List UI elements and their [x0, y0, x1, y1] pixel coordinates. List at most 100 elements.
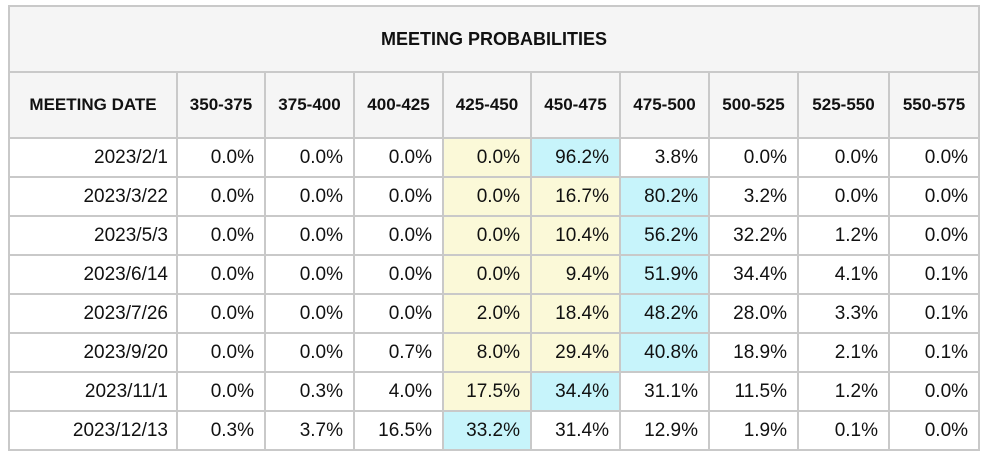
meeting-probabilities-table: MEETING PROBABILITIES MEETING DATE 350-37… — [7, 5, 981, 451]
probability-cell: 31.4% — [530, 410, 621, 451]
column-header-450-475: 450-475 — [530, 71, 621, 139]
probability-cell: 0.3% — [264, 371, 355, 412]
probability-cell: 1.9% — [708, 410, 799, 451]
probability-cell: 8.0% — [442, 332, 532, 373]
probability-cell: 51.9% — [619, 254, 710, 295]
column-header-375-400: 375-400 — [264, 71, 355, 139]
probability-cell: 0.1% — [887, 293, 981, 334]
probability-cell: 31.1% — [619, 371, 710, 412]
probability-cell: 0.0% — [353, 176, 444, 217]
probability-cell: 0.0% — [442, 254, 532, 295]
probability-cell: 28.0% — [708, 293, 799, 334]
probability-cell: 96.2% — [530, 137, 621, 178]
probability-cell: 0.0% — [887, 137, 981, 178]
probability-cell: 18.9% — [708, 332, 799, 373]
probability-cell: 16.5% — [353, 410, 444, 451]
probability-cell: 3.3% — [797, 293, 890, 334]
title-row: MEETING PROBABILITIES — [7, 5, 981, 73]
probability-cell: 0.0% — [442, 137, 532, 178]
probability-cell: 4.0% — [353, 371, 444, 412]
probability-cell: 80.2% — [619, 176, 710, 217]
probability-cell: 0.0% — [176, 293, 266, 334]
probability-cell: 11.5% — [708, 371, 799, 412]
probabilities-table-wrapper: MEETING PROBABILITIES MEETING DATE 350-37… — [7, 5, 981, 451]
probability-cell: 4.1% — [797, 254, 890, 295]
probability-cell: 0.0% — [353, 215, 444, 256]
probability-cell: 9.4% — [530, 254, 621, 295]
probability-cell: 0.0% — [887, 410, 981, 451]
meeting-date-cell: 2023/6/14 — [8, 254, 178, 295]
table-row: 2023/3/22 0.0% 0.0% 0.0% 0.0% 16.7% 80.2% 3.2% 0… — [8, 176, 981, 217]
column-header-475-500: 475-500 — [619, 71, 710, 139]
probability-cell: 0.0% — [176, 254, 266, 295]
probability-cell: 0.0% — [176, 215, 266, 256]
probability-cell: 2.1% — [797, 332, 890, 373]
probability-cell: 0.0% — [264, 137, 355, 178]
table-row: 2023/5/3 0.0% 0.0% 0.0% 0.0% 10.4% 56.2% 32.2% 1… — [8, 215, 981, 256]
meeting-date-cell: 2023/9/20 — [8, 332, 178, 373]
probability-cell: 33.2% — [442, 410, 532, 451]
probability-cell: 0.0% — [442, 176, 532, 217]
meeting-date-cell: 2023/3/22 — [8, 176, 178, 217]
probability-cell: 2.0% — [442, 293, 532, 334]
column-header-525-550: 525-550 — [797, 71, 890, 139]
table-row: 2023/7/26 0.0% 0.0% 0.0% 2.0% 18.4% 48.2% 28.0%… — [8, 293, 981, 334]
probability-cell: 16.7% — [530, 176, 621, 217]
table-row: 2023/11/1 0.0% 0.3% 4.0% 17.5% 34.4% 31.1% 11.5… — [8, 371, 981, 412]
meeting-date-cell: 2023/5/3 — [8, 215, 178, 256]
column-header-425-450: 425-450 — [442, 71, 532, 139]
probability-cell: 3.2% — [708, 176, 799, 217]
probability-cell: 0.0% — [176, 371, 266, 412]
probability-cell: 0.1% — [797, 410, 890, 451]
probability-cell: 0.0% — [264, 293, 355, 334]
table-body: 2023/2/1 0.0% 0.0% 0.0% 0.0% 96.2% 3.8% 0.0% 0.0… — [8, 137, 981, 451]
probability-cell: 0.0% — [353, 254, 444, 295]
column-header-550-575: 550-575 — [887, 71, 981, 139]
probability-cell: 0.0% — [176, 332, 266, 373]
probability-cell: 0.0% — [708, 137, 799, 178]
probability-cell: 0.0% — [797, 176, 890, 217]
probability-cell: 0.0% — [887, 176, 981, 217]
table-row: 2023/12/13 0.3% 3.7% 16.5% 33.2% 31.4% 12.9% 1.… — [8, 410, 981, 451]
probability-cell: 0.0% — [176, 137, 266, 178]
probability-cell: 32.2% — [708, 215, 799, 256]
probability-cell: 1.2% — [797, 371, 890, 412]
probability-cell: 0.0% — [176, 176, 266, 217]
probability-cell: 34.4% — [708, 254, 799, 295]
probability-cell: 0.0% — [442, 215, 532, 256]
probability-cell: 12.9% — [619, 410, 710, 451]
column-header-row: MEETING DATE 350-375 375-400 400-425 425-450… — [8, 71, 981, 139]
probability-cell: 0.3% — [176, 410, 266, 451]
probability-cell: 0.0% — [887, 371, 981, 412]
probability-cell: 40.8% — [619, 332, 710, 373]
probability-cell: 0.0% — [887, 215, 981, 256]
column-header-meeting-date: MEETING DATE — [8, 71, 178, 139]
probability-cell: 17.5% — [442, 371, 532, 412]
meeting-date-cell: 2023/2/1 — [8, 137, 178, 178]
probability-cell: 48.2% — [619, 293, 710, 334]
probability-cell: 3.8% — [619, 137, 710, 178]
probability-cell: 0.0% — [264, 254, 355, 295]
table-row: 2023/2/1 0.0% 0.0% 0.0% 0.0% 96.2% 3.8% 0.0% 0.0… — [8, 137, 981, 178]
probability-cell: 0.0% — [353, 137, 444, 178]
probability-cell: 0.7% — [353, 332, 444, 373]
probability-cell: 0.0% — [797, 137, 890, 178]
probability-cell: 0.0% — [353, 293, 444, 334]
probability-cell: 10.4% — [530, 215, 621, 256]
probability-cell: 34.4% — [530, 371, 621, 412]
column-header-400-425: 400-425 — [353, 71, 444, 139]
table-row: 2023/9/20 0.0% 0.0% 0.7% 8.0% 29.4% 40.8% 18.9%… — [8, 332, 981, 373]
probability-cell: 1.2% — [797, 215, 890, 256]
meeting-date-cell: 2023/12/13 — [8, 410, 178, 451]
probability-cell: 56.2% — [619, 215, 710, 256]
probability-cell: 0.1% — [887, 254, 981, 295]
table-title: MEETING PROBABILITIES — [7, 5, 981, 73]
meeting-date-cell: 2023/7/26 — [8, 293, 178, 334]
probability-cell: 18.4% — [530, 293, 621, 334]
probability-cell: 29.4% — [530, 332, 621, 373]
probability-cell: 0.0% — [264, 215, 355, 256]
probability-cell: 0.0% — [264, 176, 355, 217]
column-header-350-375: 350-375 — [176, 71, 266, 139]
table-row: 2023/6/14 0.0% 0.0% 0.0% 0.0% 9.4% 51.9% 34.4% 4… — [8, 254, 981, 295]
probability-cell: 3.7% — [264, 410, 355, 451]
